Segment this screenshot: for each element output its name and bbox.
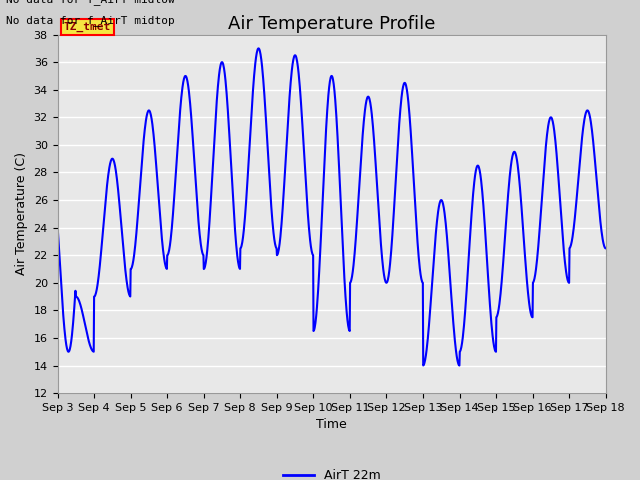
Legend: AirT 22m: AirT 22m <box>278 464 386 480</box>
Text: No data for f_AirT midtop: No data for f_AirT midtop <box>6 15 175 26</box>
Text: TZ_tmet: TZ_tmet <box>64 22 111 32</box>
Title: Air Temperature Profile: Air Temperature Profile <box>228 15 435 33</box>
Text: No data for f_AirT midlow: No data for f_AirT midlow <box>6 0 175 5</box>
X-axis label: Time: Time <box>316 419 347 432</box>
Y-axis label: Air Temperature (C): Air Temperature (C) <box>15 152 28 276</box>
